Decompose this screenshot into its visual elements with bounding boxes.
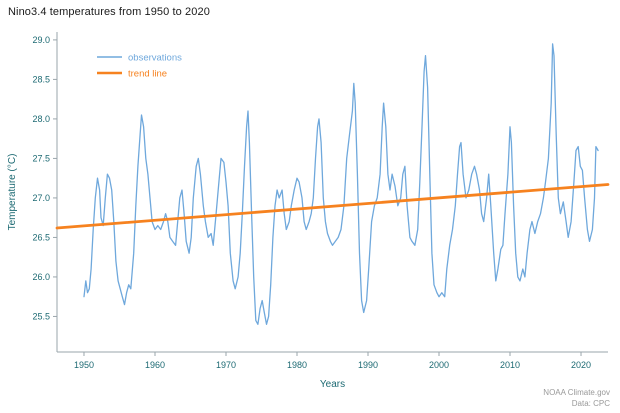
y-tick-label: 26.0 xyxy=(32,272,50,282)
x-tick-label: 2020 xyxy=(571,360,591,370)
y-axis-label: Temperature (°C) xyxy=(7,154,18,231)
x-tick-label: 2010 xyxy=(500,360,520,370)
x-tick-label: 1970 xyxy=(216,360,236,370)
y-tick-label: 26.5 xyxy=(32,232,50,242)
x-tick-label: 1980 xyxy=(287,360,307,370)
legend-label-trend-line: trend line xyxy=(128,69,167,80)
x-axis-label: Years xyxy=(320,379,345,390)
legend-label-observations: observations xyxy=(128,53,182,64)
x-tick-label: 2000 xyxy=(429,360,449,370)
chart-title: Nino3.4 temperatures from 1950 to 2020 xyxy=(8,6,210,18)
y-tick-label: 27.5 xyxy=(32,153,50,163)
y-tick-label: 27.0 xyxy=(32,193,50,203)
legend: observations trend line xyxy=(97,53,182,80)
y-tick-label: 28.0 xyxy=(32,114,50,124)
y-tick-label: 25.5 xyxy=(32,311,50,321)
source-credit-data: Data: CPC xyxy=(571,398,610,408)
x-tick-label: 1950 xyxy=(74,360,94,370)
source-credit-org: NOAA Climate.gov xyxy=(543,388,610,398)
series-line-trend-line xyxy=(55,183,610,230)
source-credit: NOAA Climate.gov Data: CPC xyxy=(543,388,610,409)
y-tick-label: 28.5 xyxy=(32,74,50,84)
x-tick-label: 1960 xyxy=(145,360,165,370)
series-line-observations xyxy=(83,43,599,325)
x-tick-label: 1990 xyxy=(358,360,378,370)
y-tick-label: 29.0 xyxy=(32,35,50,45)
